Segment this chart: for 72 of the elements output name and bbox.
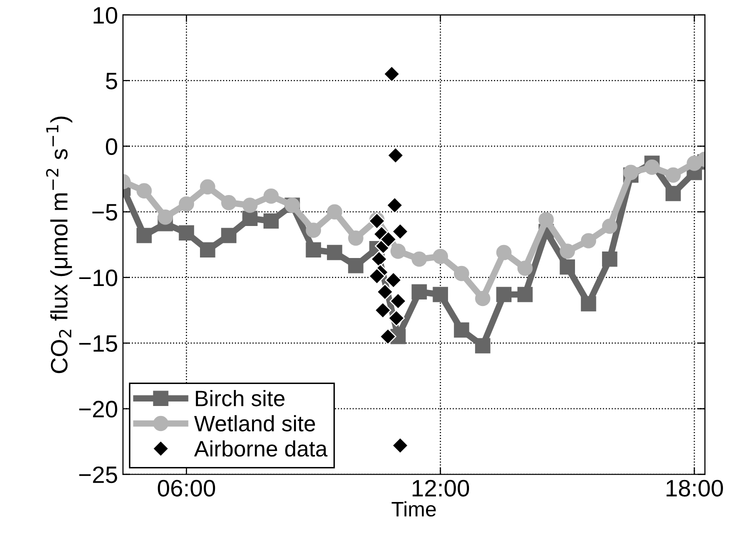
point: [348, 230, 364, 246]
x-tick-label: 18:00: [666, 480, 723, 497]
point: [178, 196, 194, 212]
point: [326, 244, 342, 260]
point: [475, 290, 490, 306]
point: [263, 213, 279, 229]
point: [580, 296, 596, 312]
point: [432, 286, 448, 302]
point: [496, 244, 512, 260]
y-tick-label: −5: [92, 204, 118, 221]
point: [306, 242, 322, 258]
point: [475, 338, 490, 354]
point: [602, 218, 618, 234]
point: [560, 259, 576, 275]
y-tick-label: 0: [106, 138, 118, 155]
point: [380, 328, 396, 345]
point: [136, 228, 152, 244]
point: [390, 244, 406, 259]
point: [454, 322, 470, 338]
y-tick-label: 10: [94, 6, 118, 24]
point: [263, 188, 279, 204]
point: [496, 286, 512, 302]
point: [158, 209, 173, 225]
point: [666, 186, 681, 202]
point: [221, 195, 236, 210]
point: [560, 244, 576, 259]
point: [200, 242, 216, 258]
y-axis-title: CO$_{2}$ flux (μmol m$^{−2}$ s$^{−1}$): [46, 116, 72, 374]
point: [380, 230, 397, 248]
legend-label: Airborne data: [194, 440, 328, 457]
point: [348, 258, 364, 274]
point: [602, 251, 618, 267]
y-tick-label: −15: [79, 335, 118, 352]
point: [387, 146, 404, 164]
x-tick-label: 12:00: [412, 480, 470, 497]
point: [200, 179, 216, 195]
point: [388, 310, 405, 327]
point: [517, 260, 533, 276]
point: [306, 222, 322, 238]
point: [454, 266, 470, 282]
point: [376, 283, 394, 300]
legend-label: Wetland site: [194, 415, 315, 432]
x-tick-label: 06:00: [158, 480, 216, 497]
point: [390, 292, 406, 310]
point: [538, 212, 554, 228]
point: [383, 66, 400, 82]
point: [178, 225, 194, 240]
point: [221, 228, 236, 244]
point: [242, 210, 258, 226]
point: [385, 272, 402, 288]
point: [412, 251, 427, 267]
y-tick-label: −25: [79, 466, 118, 484]
point: [326, 204, 342, 220]
point: [368, 268, 386, 285]
point: [666, 167, 681, 183]
point: [374, 302, 392, 319]
y-tick-label: 5: [106, 72, 118, 90]
point: [644, 160, 660, 175]
point: [242, 198, 258, 213]
point: [136, 183, 152, 198]
y-tick-label: −10: [79, 270, 118, 286]
y-tick-label: −20: [79, 400, 118, 418]
point: [517, 286, 533, 302]
legend-label: Birch site: [196, 390, 284, 406]
x-axis-title: Time: [392, 501, 436, 517]
point: [392, 437, 409, 454]
point: [386, 196, 404, 214]
point: [432, 248, 448, 264]
point: [392, 223, 409, 240]
point: [370, 250, 388, 268]
point: [412, 284, 427, 300]
point: [580, 233, 596, 248]
